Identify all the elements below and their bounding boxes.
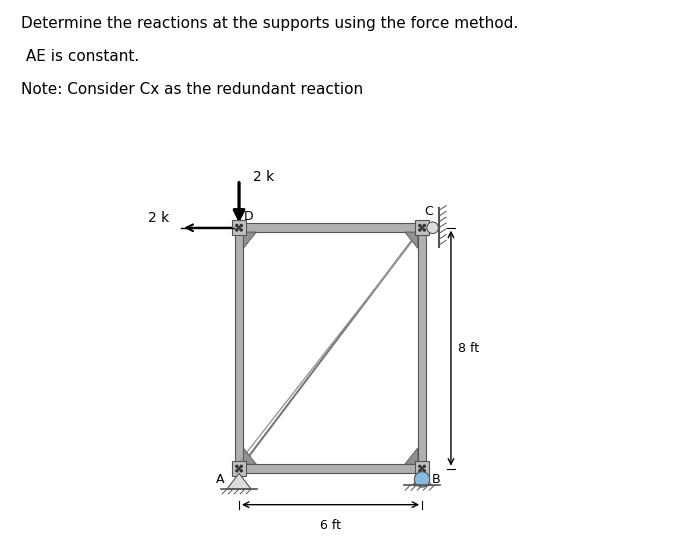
Circle shape [240,224,242,226]
Text: AE is constant.: AE is constant. [21,49,139,64]
Bar [239,223,422,232]
Text: C: C [424,205,433,218]
Text: 8 ft: 8 ft [458,342,480,354]
Circle shape [419,465,421,467]
Circle shape [419,229,421,231]
Text: 6 ft: 6 ft [320,519,341,532]
Circle shape [236,470,238,472]
Polygon shape [227,473,251,489]
Circle shape [238,226,240,229]
Circle shape [240,470,242,472]
Circle shape [415,472,430,487]
Circle shape [240,229,242,231]
Text: D: D [244,210,253,223]
Circle shape [423,470,425,472]
Circle shape [240,465,242,467]
Circle shape [421,226,423,229]
Circle shape [423,465,425,467]
Bar [235,228,244,469]
Text: Determine the reactions at the supports using the force method.: Determine the reactions at the supports … [21,16,518,31]
Circle shape [419,224,421,226]
Circle shape [423,229,425,231]
Circle shape [423,224,425,226]
Text: A: A [216,473,225,486]
Polygon shape [405,232,417,248]
Bar [417,228,426,469]
Bar [232,461,246,476]
Polygon shape [244,448,256,464]
Bar [415,220,429,235]
Circle shape [236,224,238,226]
Bar [232,220,246,235]
Circle shape [238,468,240,469]
Circle shape [236,465,238,467]
Text: B: B [432,473,440,486]
Circle shape [419,470,421,472]
Polygon shape [244,232,256,248]
Circle shape [427,222,438,234]
Text: Note: Consider Cx as the redundant reaction: Note: Consider Cx as the redundant react… [21,82,363,97]
Polygon shape [413,473,432,485]
Bar [415,461,429,476]
Circle shape [236,229,238,231]
Text: 2 k: 2 k [148,211,169,225]
Bar [239,464,422,473]
Text: 2 k: 2 k [253,170,275,184]
Polygon shape [405,448,417,464]
Circle shape [421,468,423,469]
